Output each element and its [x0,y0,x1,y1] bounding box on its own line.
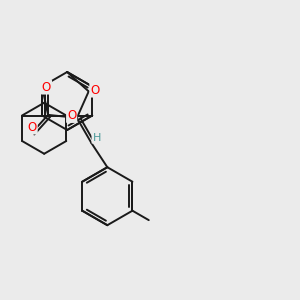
Text: H: H [92,133,101,143]
Text: O: O [42,81,51,94]
Text: O: O [67,109,76,122]
Text: O: O [90,84,100,97]
Text: O: O [28,121,37,134]
